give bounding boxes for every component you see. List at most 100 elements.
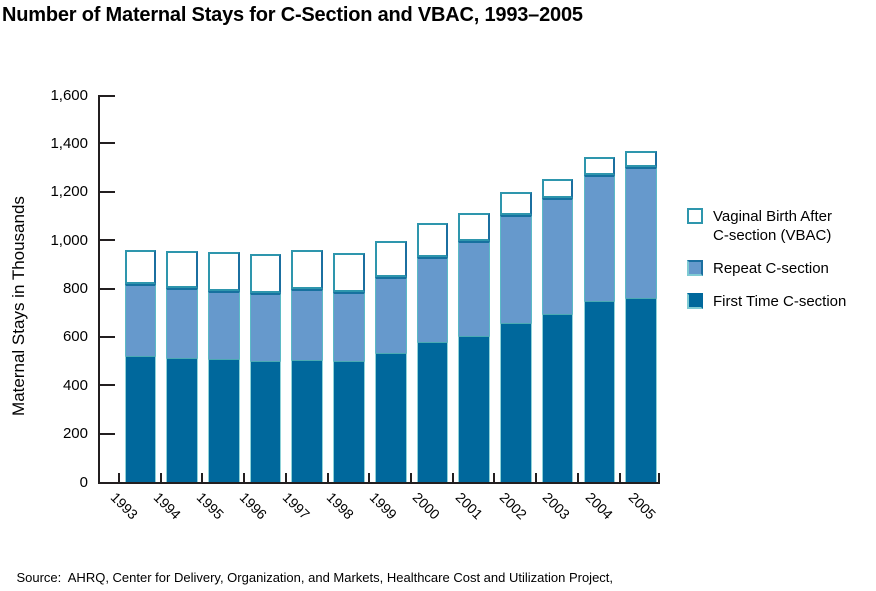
bar-1998 <box>333 252 365 482</box>
y-tick-200 <box>100 432 115 435</box>
x-tick-1999 <box>368 473 371 482</box>
x-year-label-1995: 1995 <box>193 489 228 523</box>
repeat-c-section-segment-2001 <box>458 241 491 336</box>
x-year-label-2000: 2000 <box>409 489 444 523</box>
x-tick-1994 <box>159 473 162 482</box>
vbac-segment-2004 <box>583 156 616 176</box>
x-tick-1997 <box>284 473 287 482</box>
legend-label-repeat: Repeat C-section <box>713 260 829 277</box>
bar-2004 <box>583 156 616 482</box>
first-time-c-section-segment-2004 <box>583 301 616 482</box>
x-year-label-2002: 2002 <box>496 489 530 523</box>
x-tick-1998 <box>326 473 329 482</box>
repeat-c-section-segment-1995 <box>208 290 240 359</box>
y-tick-label-1,200: 1,200 <box>50 183 88 201</box>
bar-1993 <box>124 250 157 482</box>
bar-1994 <box>166 251 198 482</box>
bar-2002 <box>500 191 532 482</box>
repeat-c-section-segment-1996 <box>249 293 282 361</box>
bar-2003 <box>541 179 574 482</box>
x-tick-2003 <box>535 473 538 482</box>
first-time-c-section-segment-2003 <box>541 314 574 482</box>
y-tick-label-1,000: 1,000 <box>50 231 88 249</box>
x-year-label-2003: 2003 <box>539 489 573 523</box>
first-time-c-section-segment-2000 <box>416 342 449 482</box>
bar-1996 <box>249 253 282 482</box>
y-tick-label-800: 800 <box>62 280 88 297</box>
x-axis-end-tick <box>658 473 660 482</box>
y-tick-label-400: 400 <box>62 376 88 394</box>
repeat-c-section-segment-1993 <box>124 284 157 357</box>
plot-area <box>98 95 660 484</box>
first-time-c-section-segment-1997 <box>291 359 324 482</box>
x-year-label-2001: 2001 <box>453 489 487 523</box>
bar-2005 <box>625 150 657 482</box>
repeat-c-section-segment-1997 <box>291 288 324 360</box>
source-line-1: Source: AHRQ, Center for Delivery, Organ… <box>16 570 614 585</box>
y-tick-1,400 <box>100 142 115 145</box>
repeat-c-section-segment-2002 <box>500 214 532 323</box>
vbac-swatch-icon <box>687 208 703 224</box>
vbac-segment-1995 <box>208 252 240 291</box>
x-tick-1993 <box>118 473 120 482</box>
repeat-c-section-segment-1994 <box>166 287 198 359</box>
vbac-segment-1996 <box>249 253 282 294</box>
bar-1999 <box>374 241 407 482</box>
y-tick-400 <box>100 384 115 387</box>
x-year-label-2004: 2004 <box>582 489 617 523</box>
vbac-segment-1994 <box>166 251 198 288</box>
vbac-segment-2005 <box>625 150 657 167</box>
first-time-c-section-segment-2005 <box>625 298 657 482</box>
first-time-c-section-segment-1993 <box>124 356 157 482</box>
legend-item-first: First Time C-section <box>687 292 846 311</box>
first-time-swatch-icon <box>687 293 703 309</box>
repeat-c-section-segment-2005 <box>625 166 657 299</box>
repeat-c-section-segment-1999 <box>374 276 407 354</box>
x-tick-1996 <box>243 473 246 482</box>
source-note: Source: AHRQ, Center for Delivery, Organ… <box>2 549 613 591</box>
x-tick-2005 <box>618 473 621 482</box>
vbac-segment-1998 <box>333 252 365 292</box>
x-tick-2000 <box>410 473 413 482</box>
y-tick-800 <box>100 287 115 290</box>
vbac-segment-2000 <box>416 223 449 258</box>
vbac-segment-1999 <box>374 241 407 277</box>
repeat-c-section-segment-1998 <box>333 291 365 362</box>
first-time-c-section-segment-2001 <box>458 335 491 482</box>
x-tick-1995 <box>201 473 204 482</box>
x-year-label-1996: 1996 <box>236 489 271 523</box>
bar-1995 <box>208 252 240 482</box>
vbac-segment-2001 <box>458 213 491 242</box>
x-year-label-1994: 1994 <box>150 489 184 523</box>
y-tick-600 <box>100 335 115 338</box>
vbac-segment-1993 <box>124 250 157 285</box>
x-year-label-1999: 1999 <box>366 489 400 523</box>
x-year-label-1997: 1997 <box>280 489 314 523</box>
repeat-swatch-icon <box>687 260 703 276</box>
x-year-label-2005: 2005 <box>625 489 660 523</box>
legend-item-vbac: Vaginal Birth After C-section (VBAC) <box>687 207 846 245</box>
first-time-c-section-segment-1995 <box>208 358 240 482</box>
first-time-c-section-segment-1994 <box>166 358 198 482</box>
legend: Vaginal Birth After C-section (VBAC) Rep… <box>687 207 846 325</box>
y-tick-label-1,400: 1,400 <box>50 134 88 152</box>
repeat-c-section-segment-2003 <box>541 198 574 315</box>
x-year-label-1993: 1993 <box>107 489 141 523</box>
y-tick-label-0: 0 <box>79 473 88 491</box>
x-year-label-1998: 1998 <box>323 489 357 523</box>
repeat-c-section-segment-2004 <box>583 175 616 302</box>
bar-1997 <box>291 250 324 482</box>
first-time-c-section-segment-2002 <box>500 322 532 482</box>
first-time-c-section-segment-1999 <box>374 353 407 482</box>
x-tick-2004 <box>576 473 579 482</box>
y-tick-label-1,600: 1,600 <box>50 86 88 104</box>
vbac-segment-2002 <box>500 191 532 215</box>
vbac-segment-2003 <box>541 179 574 199</box>
legend-item-repeat: Repeat C-section <box>687 259 846 278</box>
chart-title: Number of Maternal Stays for C-Section a… <box>2 4 583 26</box>
x-tick-2002 <box>493 473 496 482</box>
repeat-c-section-segment-2000 <box>416 257 449 343</box>
y-tick-1,200 <box>100 190 115 193</box>
y-tick-label-600: 600 <box>62 328 88 346</box>
